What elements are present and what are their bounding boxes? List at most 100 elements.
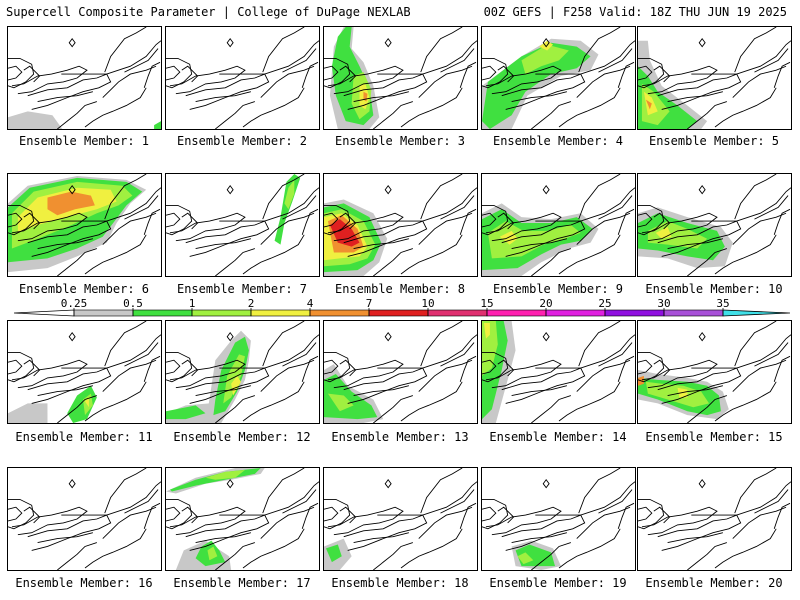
ensemble-member-label: Ensemble Member: 13 — [331, 430, 469, 444]
coastline-boundary — [143, 208, 161, 235]
colorbar-segment — [309, 309, 370, 317]
coastline-boundary — [181, 359, 199, 377]
coastline-boundary — [37, 385, 93, 396]
coastline-boundary — [420, 321, 463, 367]
coastline-boundary — [324, 351, 351, 383]
ensemble-member-label: Ensemble Member: 10 — [645, 282, 783, 296]
scp-shading-map — [482, 468, 635, 570]
coastline-boundary — [667, 532, 723, 543]
ensemble-member-label: Ensemble Member: 19 — [489, 576, 627, 590]
coastline-boundary — [219, 187, 319, 222]
colorbar-tick-label: 25 — [598, 297, 611, 310]
coastline-boundary — [143, 502, 161, 529]
coastline-boundary — [687, 248, 727, 276]
coastline-boundary — [558, 234, 621, 275]
scp-contour-lime — [327, 393, 354, 412]
scp-shading-map — [638, 468, 791, 570]
coastline-boundary — [732, 359, 787, 392]
lake-marker — [68, 185, 76, 195]
coastline-boundary — [531, 542, 571, 570]
coastline-boundary — [714, 234, 777, 275]
lake-marker — [542, 185, 550, 195]
scp-contour-lime — [205, 469, 245, 480]
scp-shading-map — [324, 174, 477, 276]
ensemble-map-panel-3 — [323, 26, 478, 130]
coastline-boundary — [242, 234, 305, 275]
coastline-boundary — [459, 355, 477, 382]
coastline-boundary — [400, 381, 463, 422]
coastline-boundary — [373, 101, 413, 129]
ensemble-member-label: Ensemble Member: 18 — [331, 576, 469, 590]
coastline-boundary — [535, 334, 635, 369]
ensemble-map-panel-17 — [165, 467, 320, 571]
coastline-boundary — [143, 355, 161, 382]
coastline-boundary — [598, 489, 633, 514]
coastline-boundary — [420, 468, 463, 514]
coastline-boundary — [327, 212, 404, 242]
coastline-boundary — [459, 61, 477, 88]
colorbar-tick-label: 1 — [189, 297, 196, 310]
coastline-boundary — [11, 506, 88, 536]
coastline-boundary — [8, 57, 35, 89]
coastline-boundary — [181, 506, 199, 524]
ensemble-map-panel-8 — [323, 173, 478, 277]
coastline-boundary — [617, 61, 635, 88]
coastline-boundary — [497, 65, 515, 83]
coastline-boundary — [482, 57, 509, 89]
ensemble-member-label: Ensemble Member: 4 — [492, 134, 624, 148]
colorbar-segment — [663, 309, 724, 317]
coastline-boundary — [501, 73, 586, 110]
coastline-boundary — [501, 367, 586, 404]
coastline-boundary — [598, 48, 633, 73]
lake-marker — [384, 332, 392, 342]
lake-marker — [698, 38, 706, 48]
colorbar-segment — [132, 309, 193, 317]
coastline-boundary — [578, 468, 621, 514]
coastline-boundary — [482, 498, 509, 530]
coastline-boundary — [11, 359, 88, 389]
coastline-boundary — [104, 321, 147, 367]
coastline-boundary — [215, 395, 255, 423]
coastline-boundary — [667, 238, 723, 249]
coastline-boundary — [373, 395, 413, 423]
coastline-boundary — [219, 334, 319, 369]
coastline-boundary — [535, 187, 635, 222]
coastline-boundary — [714, 87, 777, 128]
colorbar-segment — [191, 309, 252, 317]
coastline-boundary — [418, 359, 473, 392]
coastline-boundary — [61, 481, 161, 516]
colorbar-overflow-arrow — [722, 309, 791, 317]
lake-marker — [384, 38, 392, 48]
colorbar-tick-label: 7 — [366, 297, 373, 310]
coastline-boundary — [377, 481, 477, 516]
coastline-boundary — [124, 342, 159, 367]
colorbar-segment — [250, 309, 311, 317]
coastline-boundary — [558, 528, 621, 569]
coastline-boundary — [482, 506, 497, 522]
coastline-boundary — [195, 91, 251, 102]
coastline-boundary — [324, 204, 351, 236]
coastline-boundary — [166, 204, 193, 236]
scp-contour-lime — [521, 44, 569, 75]
coastline-boundary — [169, 506, 246, 536]
coastline-boundary — [166, 351, 193, 383]
ensemble-map-panel-13 — [323, 320, 478, 424]
coastline-boundary — [37, 238, 93, 249]
coastline-boundary — [578, 27, 621, 73]
lake-marker — [226, 332, 234, 342]
colorbar-tick-label: 0.25 — [61, 297, 88, 310]
scp-contour-orange — [645, 99, 652, 110]
coastline-boundary — [714, 381, 777, 422]
ensemble-map-panel-2 — [165, 26, 320, 130]
coastline-boundary — [242, 381, 305, 422]
scp-contour-lime — [517, 552, 534, 565]
colorbar-tick-label: 20 — [539, 297, 552, 310]
coastline-boundary — [420, 27, 463, 73]
ensemble-member-label: Ensemble Member: 1 — [18, 134, 150, 148]
coastline-boundary — [23, 65, 41, 83]
coastline-boundary — [418, 506, 473, 539]
coastline-boundary — [339, 506, 357, 524]
coastline-boundary — [242, 87, 305, 128]
coastline-boundary — [558, 87, 621, 128]
coastline-boundary — [531, 248, 571, 276]
